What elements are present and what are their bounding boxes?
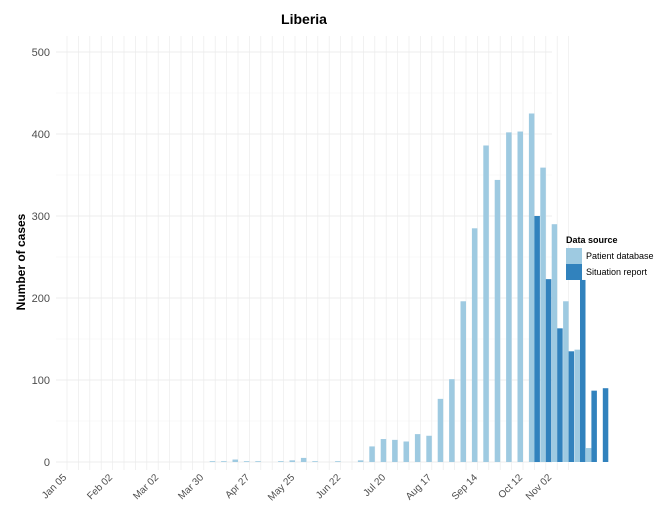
bar-situation-report <box>591 390 597 462</box>
bar-patient-database <box>357 460 364 462</box>
bar-patient-database <box>255 461 261 462</box>
bar-patient-database <box>392 439 398 462</box>
bar-situation-report <box>534 216 540 462</box>
x-tick-label: Aug 17 <box>404 472 434 502</box>
y-tick-label: 300 <box>32 211 50 223</box>
x-axis-ticks: Jan 05 Feb 02 Mar 02 Mar 30 Apr 27 May 25 Jun … <box>40 472 554 503</box>
x-tick-label: May 25 <box>266 472 297 503</box>
chart-title: Liberia <box>281 11 327 27</box>
bar-patient-database <box>221 461 227 462</box>
bar-patient-database <box>243 461 250 462</box>
bar-patient-database <box>528 113 535 462</box>
bar-situation-report <box>580 279 586 462</box>
legend-label-patient-database: Patient database <box>586 251 654 261</box>
x-tick-label: Apr 27 <box>224 472 253 501</box>
x-tick-label: Mar 02 <box>131 472 161 502</box>
x-tick-label: Jan 05 <box>40 472 69 501</box>
legend-swatch-situation-report <box>566 264 582 280</box>
bar-situation-report <box>545 279 552 462</box>
bar-patient-database <box>312 461 318 462</box>
bar-patient-database <box>483 145 489 463</box>
bar-patient-database <box>403 441 409 462</box>
bar-patient-database <box>494 179 501 463</box>
bar-patient-database <box>574 349 580 462</box>
bar-patient-database <box>369 446 375 462</box>
x-tick-label: Oct 12 <box>497 472 526 501</box>
y-tick-label: 0 <box>44 457 50 469</box>
legend: Data source Patient database Situation r… <box>566 235 654 280</box>
bar-patient-database <box>585 448 592 462</box>
y-tick-label: 100 <box>32 375 50 387</box>
bar-situation-report <box>557 328 563 462</box>
bar-patient-database <box>289 460 295 462</box>
bar-patient-database <box>540 167 546 462</box>
bar-patient-database <box>551 224 558 462</box>
y-tick-label: 500 <box>32 47 50 59</box>
bar-patient-database <box>437 398 444 462</box>
bars <box>209 113 609 463</box>
bar-patient-database <box>506 132 512 463</box>
x-tick-label: Jun 22 <box>314 472 343 501</box>
y-tick-label: 400 <box>32 129 50 141</box>
bar-situation-report <box>602 388 609 462</box>
bar-patient-database <box>278 461 284 462</box>
y-axis-title: Number of cases <box>14 213 28 310</box>
bar-patient-database <box>517 131 523 463</box>
bar-patient-database <box>449 379 455 462</box>
legend-label-situation-report: Situation report <box>586 267 648 277</box>
bar-patient-database <box>300 457 307 462</box>
x-tick-label: Mar 30 <box>176 472 206 502</box>
legend-swatch-patient-database <box>566 248 582 264</box>
x-tick-label: Feb 02 <box>85 472 115 502</box>
bar-patient-database <box>471 228 478 462</box>
bar-patient-database <box>335 461 341 462</box>
bar-patient-database <box>380 439 387 462</box>
bar-patient-database <box>426 435 432 462</box>
bar-situation-report <box>568 351 575 462</box>
bar-patient-database <box>414 434 421 462</box>
bar-patient-database <box>232 459 238 462</box>
y-tick-label: 200 <box>32 293 50 305</box>
bar-patient-database <box>209 461 216 462</box>
bar-patient-database <box>563 301 569 462</box>
legend-title: Data source <box>566 235 618 245</box>
x-tick-label: Nov 02 <box>524 472 554 502</box>
x-tick-label: Jul 20 <box>361 472 388 499</box>
grid <box>56 36 569 470</box>
x-tick-label: Sep 14 <box>450 472 480 502</box>
y-axis-ticks: 0 100 200 300 400 500 <box>32 47 50 469</box>
bar-patient-database <box>460 301 466 462</box>
